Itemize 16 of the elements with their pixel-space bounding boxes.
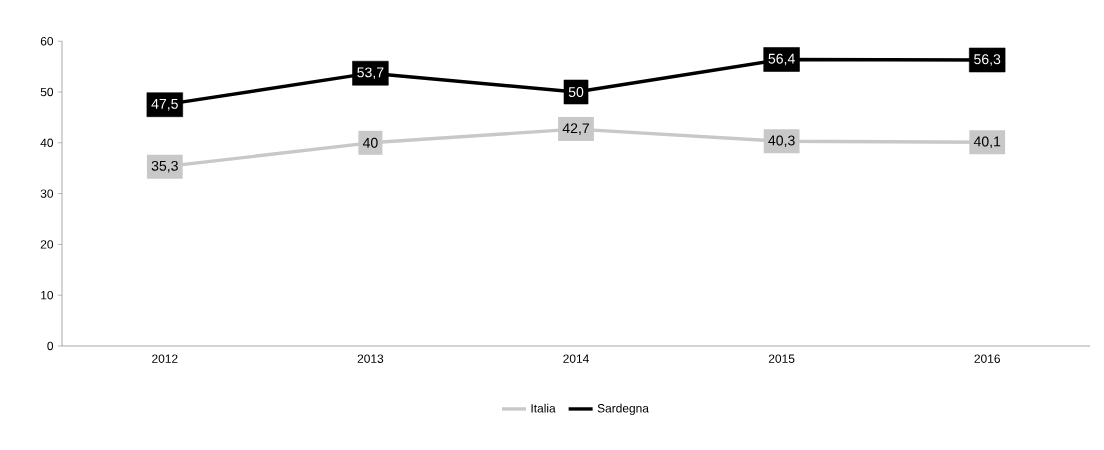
x-tick-label: 2015 — [768, 354, 795, 363]
y-tick-label: 10 — [41, 290, 54, 300]
data-label: 50 — [568, 87, 584, 97]
y-tick-label: 20 — [40, 240, 54, 249]
x-tick-label: 2012 — [152, 354, 178, 363]
x-tick-label: 2016 — [974, 354, 1000, 363]
x-tick-label: 2014 — [563, 354, 589, 363]
y-tick-label: 40 — [40, 138, 54, 148]
legend-label: Italia — [531, 403, 556, 413]
y-tick-label: 0 — [47, 341, 54, 351]
x-tick-label: 2013 — [357, 354, 384, 363]
y-tick-label: 60 — [40, 36, 54, 46]
y-tick-label: 30 — [40, 189, 54, 198]
data-label: 40 — [362, 137, 378, 148]
legend-label: Sardegna — [597, 403, 649, 415]
y-tick-label: 50 — [40, 87, 54, 97]
